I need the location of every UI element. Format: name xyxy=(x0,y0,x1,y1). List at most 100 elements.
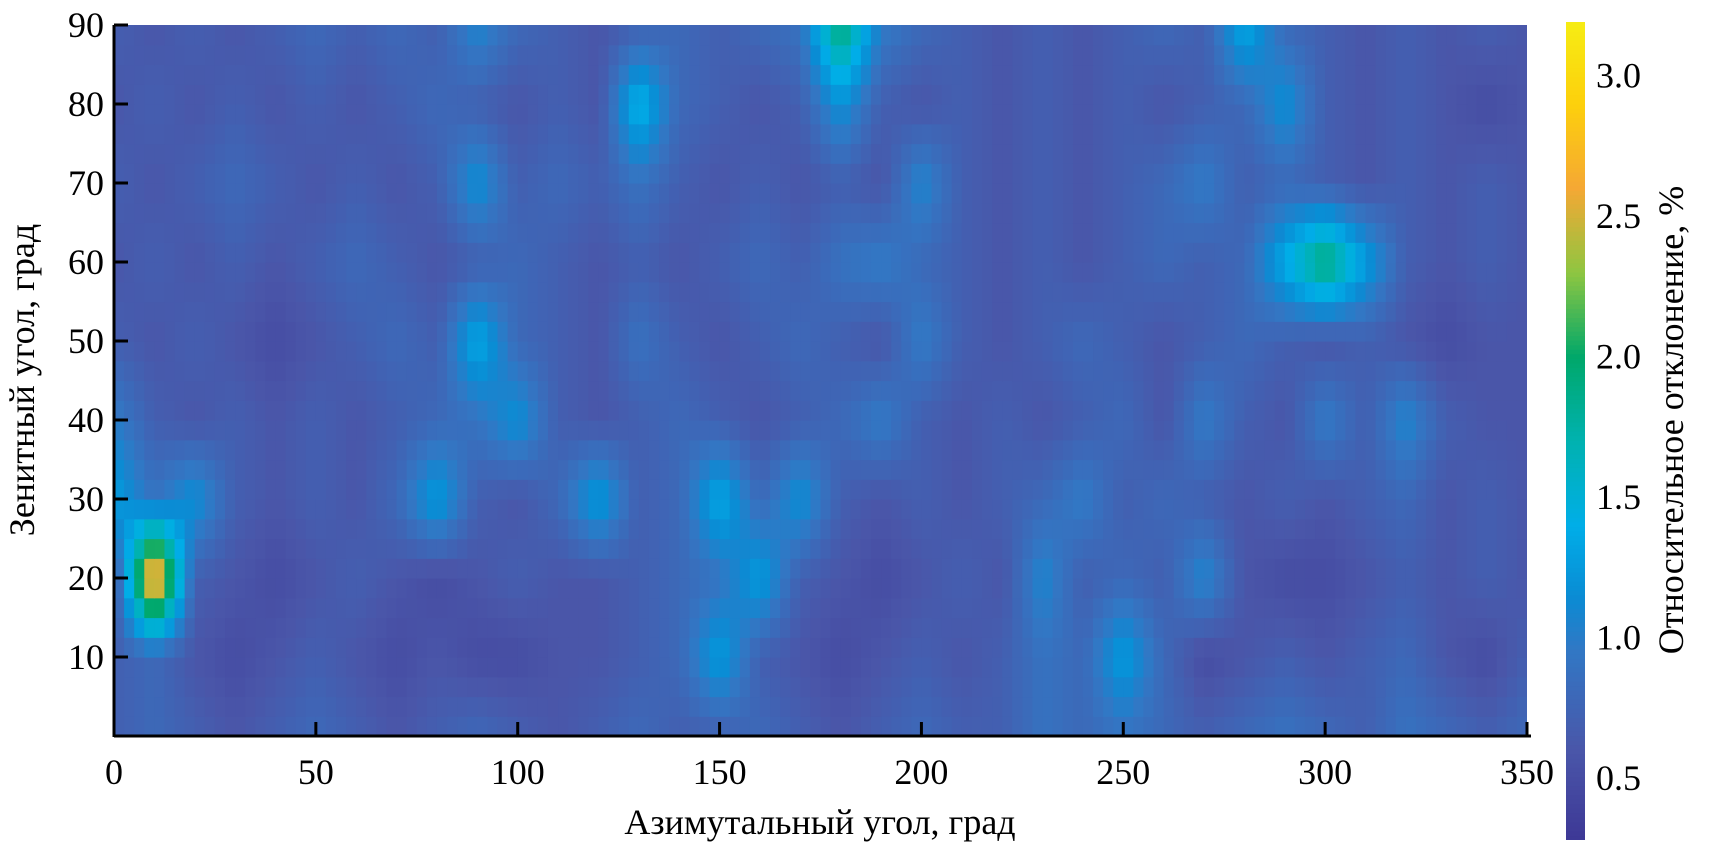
heatmap-cell xyxy=(547,578,559,599)
heatmap-cell xyxy=(699,657,711,678)
heatmap-cell xyxy=(1052,281,1064,303)
heatmap-cell xyxy=(931,597,943,619)
heatmap-cell xyxy=(1456,123,1468,145)
heatmap-cell xyxy=(1012,459,1023,480)
heatmap-cell xyxy=(1315,380,1326,401)
heatmap-cell xyxy=(860,578,872,599)
heatmap-cell xyxy=(1072,183,1084,204)
heatmap-cell xyxy=(305,360,317,382)
heatmap-cell xyxy=(114,558,125,579)
heatmap-cell xyxy=(1345,360,1357,382)
heatmap-cell xyxy=(467,637,478,658)
heatmap-cell xyxy=(1415,202,1427,224)
heatmap-cell xyxy=(598,716,610,736)
heatmap-cell xyxy=(618,360,630,382)
heatmap-cell xyxy=(376,380,388,401)
heatmap-cell xyxy=(1456,163,1468,184)
heatmap-cell xyxy=(981,578,993,599)
heatmap-cell xyxy=(992,558,1003,579)
heatmap-cell xyxy=(336,696,347,717)
heatmap-cell xyxy=(134,202,145,224)
heatmap-cell xyxy=(376,459,388,480)
heatmap-cell xyxy=(124,242,135,263)
heatmap-cell xyxy=(911,637,923,658)
heatmap-cell xyxy=(1052,123,1064,145)
heatmap-cell xyxy=(325,518,337,540)
heatmap-cell xyxy=(1103,123,1114,145)
heatmap-cell xyxy=(1103,597,1114,619)
heatmap-cell xyxy=(992,25,1003,46)
heatmap-cell xyxy=(285,281,297,303)
heatmap-cell xyxy=(578,143,589,164)
heatmap-cell xyxy=(850,617,862,638)
heatmap-cell xyxy=(1012,104,1023,125)
heatmap-cell xyxy=(325,657,337,678)
heatmap-cell xyxy=(598,558,610,579)
heatmap-cell xyxy=(1072,617,1084,638)
heatmap-cell xyxy=(921,676,933,698)
heatmap-cell xyxy=(1113,64,1124,85)
heatmap-cell xyxy=(1103,321,1114,342)
heatmap-cell xyxy=(568,479,579,500)
heatmap-cell xyxy=(235,104,246,125)
heatmap-cell xyxy=(830,400,842,421)
heatmap-cell xyxy=(1345,202,1357,224)
heatmap-cell xyxy=(759,84,771,105)
heatmap-cell xyxy=(265,479,277,500)
heatmap-cell xyxy=(1244,479,1256,500)
heatmap-cell xyxy=(840,84,852,105)
heatmap-cell xyxy=(164,716,176,736)
heatmap-cell xyxy=(669,380,680,401)
heatmap-cell xyxy=(447,617,458,638)
heatmap-cell xyxy=(1133,499,1145,520)
heatmap-cell xyxy=(759,44,771,66)
heatmap-cell xyxy=(739,538,751,559)
heatmap-cell xyxy=(961,459,973,480)
heatmap-cell xyxy=(114,84,125,105)
heatmap-cell xyxy=(477,222,489,243)
heatmap-cell xyxy=(477,25,489,46)
heatmap-cell xyxy=(1214,143,1225,164)
heatmap-cell xyxy=(941,518,953,540)
heatmap-cell xyxy=(174,676,186,698)
heatmap-cell xyxy=(659,143,670,164)
heatmap-cell xyxy=(1304,44,1316,66)
heatmap-cell xyxy=(749,25,761,46)
heatmap-cell xyxy=(265,578,277,599)
heatmap-cell xyxy=(406,64,418,85)
heatmap-cell xyxy=(144,439,155,461)
heatmap-cell xyxy=(800,360,812,382)
heatmap-cell xyxy=(699,202,711,224)
heatmap-cell xyxy=(588,499,600,520)
heatmap-cell xyxy=(1395,439,1407,461)
heatmap-cell xyxy=(537,242,549,263)
heatmap-cell xyxy=(618,163,630,184)
heatmap-cell xyxy=(648,479,660,500)
heatmap-cell xyxy=(527,262,539,283)
heatmap-cell xyxy=(346,578,357,599)
heatmap-cell xyxy=(770,400,781,421)
heatmap-cell xyxy=(1103,696,1114,717)
heatmap-cell xyxy=(992,84,1003,105)
heatmap-cell xyxy=(1486,696,1498,717)
heatmap-cell xyxy=(1325,123,1336,145)
heatmap-cell xyxy=(1476,222,1488,243)
heatmap-cell xyxy=(659,380,670,401)
heatmap-cell xyxy=(305,143,317,164)
heatmap-cell xyxy=(921,123,933,145)
heatmap-cell xyxy=(184,202,196,224)
heatmap-cell xyxy=(860,538,872,559)
heatmap-cell xyxy=(1506,321,1518,342)
heatmap-cell xyxy=(679,696,690,717)
heatmap-cell xyxy=(870,64,882,85)
heatmap-cell xyxy=(467,459,478,480)
heatmap-cell xyxy=(164,202,176,224)
heatmap-cell xyxy=(1143,459,1155,480)
heatmap-cell xyxy=(1193,44,1205,66)
heatmap-cell xyxy=(648,242,660,263)
heatmap-cell xyxy=(426,617,438,638)
heatmap-cell xyxy=(214,696,226,717)
heatmap-cell xyxy=(770,123,781,145)
heatmap-cell xyxy=(325,242,337,263)
heatmap-cell xyxy=(295,341,307,362)
